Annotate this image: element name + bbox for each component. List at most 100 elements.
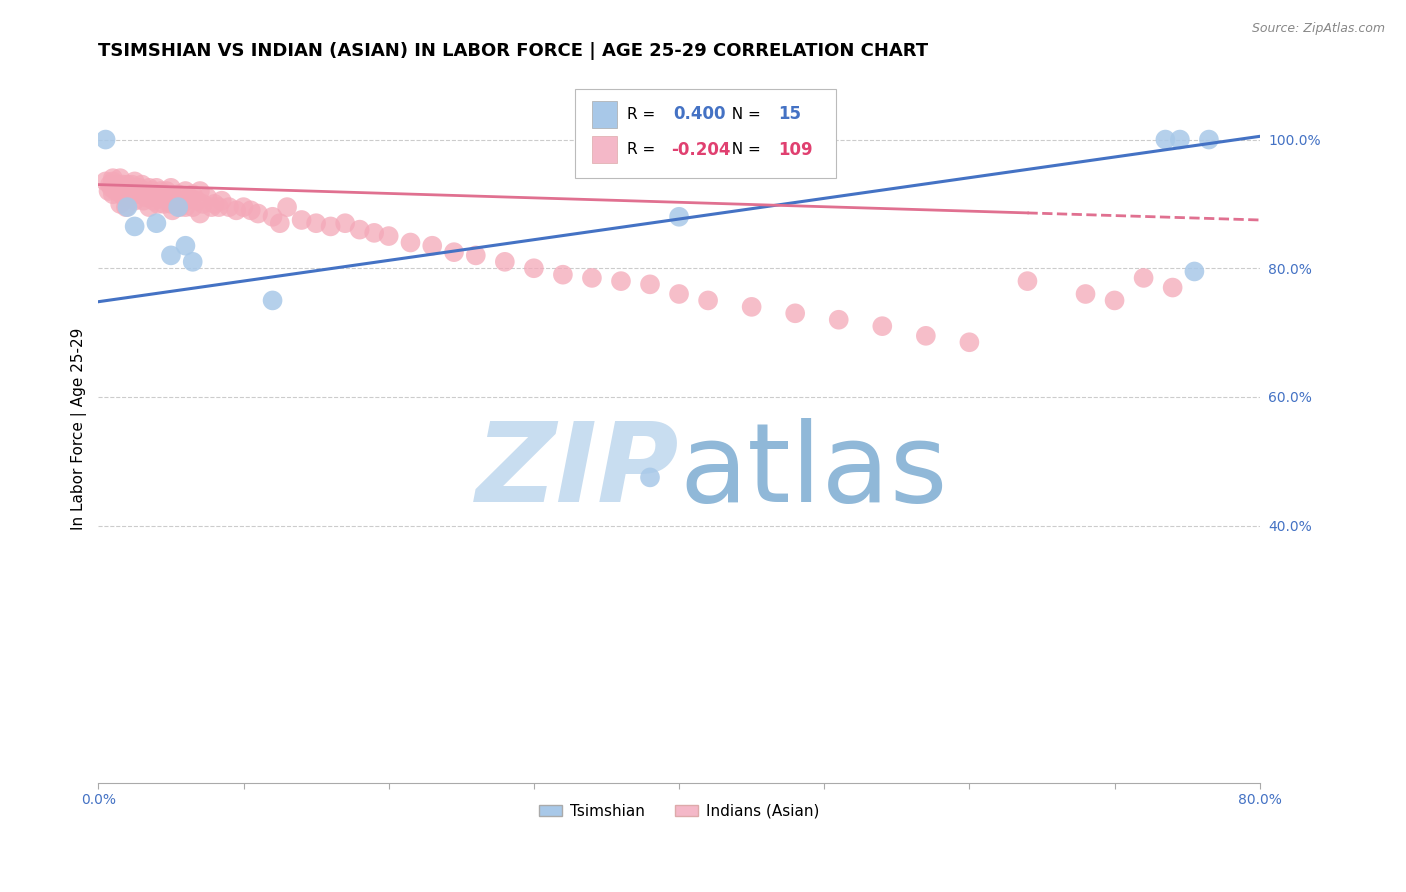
Point [117,178,139,192]
Point [124,194,146,208]
Point [179,190,201,204]
Point [131,184,153,198]
Point [167,197,190,211]
Point [262,293,284,308]
Point [132,194,155,208]
Point [131,178,153,192]
Point [741,300,763,314]
Point [128,181,150,195]
Point [872,319,894,334]
Text: 109: 109 [778,141,813,159]
Point [176,194,198,208]
Point [195,190,218,204]
Point [174,238,197,252]
Text: R =: R = [627,107,659,121]
Point [117,184,139,198]
Point [114,190,136,204]
Point [262,210,284,224]
Point [163,190,186,204]
Point [94,132,117,146]
Point [208,200,231,214]
Text: Source: ZipAtlas.com: Source: ZipAtlas.com [1251,22,1385,36]
Point [1074,287,1097,301]
Point [98,178,121,192]
Point [112,178,135,192]
Point [160,181,183,195]
Text: 0.400: 0.400 [673,105,725,123]
Point [188,184,211,198]
Point [443,245,465,260]
Point [101,171,124,186]
Point [494,255,516,269]
Text: N =: N = [723,142,766,157]
Point [115,200,138,214]
Point [145,187,167,202]
Point [167,200,190,214]
Point [105,178,128,192]
Point [186,194,208,208]
Point [167,187,190,202]
Point [124,184,146,198]
Point [1198,132,1220,146]
Point [181,187,204,202]
Point [124,219,146,234]
Point [124,174,146,188]
Point [174,184,197,198]
Point [155,184,177,198]
Point [957,335,980,350]
Point [108,197,131,211]
Point [138,181,160,195]
Legend: Tsimshian, Indians (Asian): Tsimshian, Indians (Asian) [533,797,825,825]
Point [218,200,240,214]
Point [211,194,233,208]
Point [204,197,226,211]
Point [523,261,546,276]
Point [188,206,211,220]
Point [148,190,170,204]
Point [153,194,176,208]
Point [120,187,142,202]
Point [1104,293,1126,308]
Point [305,216,328,230]
Point [269,216,291,230]
Point [239,203,262,218]
Point [107,181,129,195]
Point [160,248,183,262]
Point [174,200,197,214]
Point [134,184,156,198]
Point [110,187,132,202]
Point [225,203,247,218]
Point [97,184,120,198]
Point [291,213,314,227]
Point [169,200,191,214]
Text: atlas: atlas [679,418,948,525]
Point [121,178,143,192]
Point [1132,271,1154,285]
Point [785,306,807,320]
FancyBboxPatch shape [592,136,617,163]
Point [349,222,371,236]
Point [135,190,157,204]
Point [108,171,131,186]
Point [181,255,204,269]
Point [145,216,167,230]
Point [117,200,139,214]
Point [276,200,298,214]
Point [638,277,661,292]
Text: N =: N = [723,107,766,121]
Point [1161,280,1184,294]
Point [363,226,385,240]
Point [138,200,160,214]
Point [420,238,443,252]
Point [152,197,174,211]
Point [914,328,936,343]
Point [101,174,124,188]
Point [610,274,633,288]
Point [1017,274,1039,288]
Point [157,190,180,204]
Text: R =: R = [627,142,659,157]
Point [139,190,162,204]
Text: TSIMSHIAN VS INDIAN (ASIAN) IN LABOR FORCE | AGE 25-29 CORRELATION CHART: TSIMSHIAN VS INDIAN (ASIAN) IN LABOR FOR… [98,42,928,60]
Point [697,293,720,308]
Point [172,190,194,204]
